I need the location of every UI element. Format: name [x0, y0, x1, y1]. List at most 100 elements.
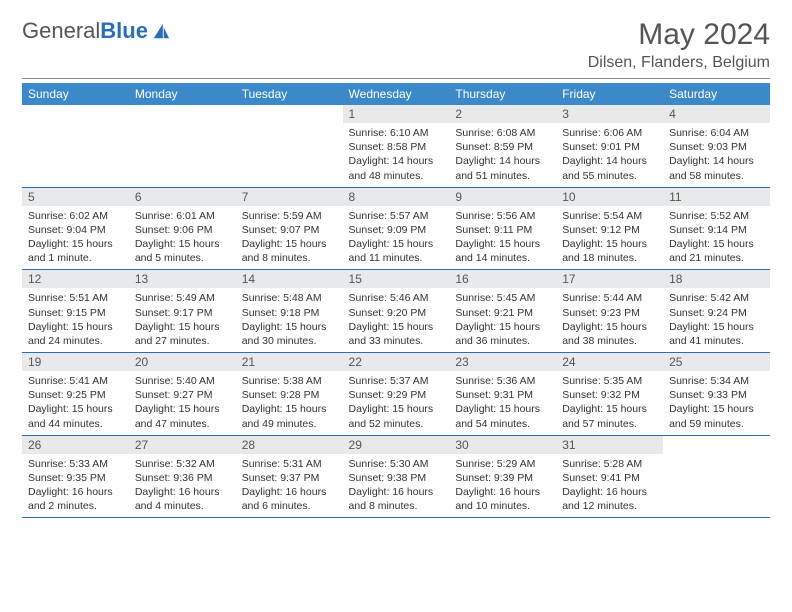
day-details: Sunrise: 6:10 AMSunset: 8:58 PMDaylight:… [343, 123, 450, 187]
weekday-header: Saturday [663, 83, 770, 105]
day-cell-body: Sunrise: 5:51 AMSunset: 9:15 PMDaylight:… [22, 288, 129, 352]
day-number: 17 [556, 270, 663, 288]
day-cell-body: Sunrise: 5:31 AMSunset: 9:37 PMDaylight:… [236, 454, 343, 518]
day-cell-num: 30 [449, 435, 556, 454]
day-cell-num: 1 [343, 105, 450, 123]
day-cell-num: 22 [343, 353, 450, 372]
day-cell-body [22, 123, 129, 187]
weekday-header: Thursday [449, 83, 556, 105]
day-cell-num: 23 [449, 353, 556, 372]
day-details: Sunrise: 6:06 AMSunset: 9:01 PMDaylight:… [556, 123, 663, 187]
calendar-table: SundayMondayTuesdayWednesdayThursdayFrid… [22, 83, 770, 518]
day-details: Sunrise: 6:04 AMSunset: 9:03 PMDaylight:… [663, 123, 770, 187]
daybody-row: Sunrise: 5:51 AMSunset: 9:15 PMDaylight:… [22, 288, 770, 352]
day-number: 12 [22, 270, 129, 288]
day-cell-body: Sunrise: 5:40 AMSunset: 9:27 PMDaylight:… [129, 371, 236, 435]
day-details: Sunrise: 5:28 AMSunset: 9:41 PMDaylight:… [556, 454, 663, 518]
day-details: Sunrise: 5:33 AMSunset: 9:35 PMDaylight:… [22, 454, 129, 518]
day-details: Sunrise: 5:56 AMSunset: 9:11 PMDaylight:… [449, 206, 556, 270]
day-cell-num: 28 [236, 435, 343, 454]
day-cell-body: Sunrise: 6:06 AMSunset: 9:01 PMDaylight:… [556, 123, 663, 187]
day-details: Sunrise: 5:57 AMSunset: 9:09 PMDaylight:… [343, 206, 450, 270]
day-cell-body [663, 454, 770, 518]
day-cell-body: Sunrise: 6:08 AMSunset: 8:59 PMDaylight:… [449, 123, 556, 187]
daynum-row: 567891011 [22, 187, 770, 206]
day-number: 26 [22, 436, 129, 454]
day-number: 28 [236, 436, 343, 454]
day-cell-num: 18 [663, 270, 770, 289]
day-cell-num: 25 [663, 353, 770, 372]
day-details: Sunrise: 5:44 AMSunset: 9:23 PMDaylight:… [556, 288, 663, 352]
logo-sail-icon [152, 22, 170, 40]
day-cell-num [236, 105, 343, 123]
logo-word1: General [22, 18, 100, 43]
day-number: 1 [343, 105, 450, 123]
day-cell-body [236, 123, 343, 187]
weekday-header: Sunday [22, 83, 129, 105]
day-details: Sunrise: 6:01 AMSunset: 9:06 PMDaylight:… [129, 206, 236, 270]
day-number: 6 [129, 188, 236, 206]
day-details: Sunrise: 6:02 AMSunset: 9:04 PMDaylight:… [22, 206, 129, 270]
day-cell-num: 8 [343, 187, 450, 206]
day-cell-body: Sunrise: 5:37 AMSunset: 9:29 PMDaylight:… [343, 371, 450, 435]
day-details: Sunrise: 5:34 AMSunset: 9:33 PMDaylight:… [663, 371, 770, 435]
day-details: Sunrise: 5:30 AMSunset: 9:38 PMDaylight:… [343, 454, 450, 518]
day-number: 16 [449, 270, 556, 288]
day-details: Sunrise: 5:46 AMSunset: 9:20 PMDaylight:… [343, 288, 450, 352]
day-cell-num: 6 [129, 187, 236, 206]
day-cell-body: Sunrise: 5:30 AMSunset: 9:38 PMDaylight:… [343, 454, 450, 518]
day-number: 20 [129, 353, 236, 371]
day-cell-num: 10 [556, 187, 663, 206]
day-cell-num: 12 [22, 270, 129, 289]
day-details: Sunrise: 5:49 AMSunset: 9:17 PMDaylight:… [129, 288, 236, 352]
weekday-header: Tuesday [236, 83, 343, 105]
day-cell-num: 5 [22, 187, 129, 206]
day-cell-num: 31 [556, 435, 663, 454]
daybody-row: Sunrise: 6:10 AMSunset: 8:58 PMDaylight:… [22, 123, 770, 187]
day-number: 8 [343, 188, 450, 206]
day-cell-body: Sunrise: 5:44 AMSunset: 9:23 PMDaylight:… [556, 288, 663, 352]
day-cell-body: Sunrise: 5:28 AMSunset: 9:41 PMDaylight:… [556, 454, 663, 518]
day-details: Sunrise: 5:37 AMSunset: 9:29 PMDaylight:… [343, 371, 450, 435]
day-number: 21 [236, 353, 343, 371]
day-number: 9 [449, 188, 556, 206]
day-number: 2 [449, 105, 556, 123]
logo: GeneralBlue [22, 18, 170, 44]
day-number: 29 [343, 436, 450, 454]
day-cell-num: 14 [236, 270, 343, 289]
day-number: 24 [556, 353, 663, 371]
day-cell-num: 3 [556, 105, 663, 123]
day-cell-body: Sunrise: 5:41 AMSunset: 9:25 PMDaylight:… [22, 371, 129, 435]
day-cell-body: Sunrise: 5:56 AMSunset: 9:11 PMDaylight:… [449, 206, 556, 270]
weekday-header: Wednesday [343, 83, 450, 105]
day-details: Sunrise: 6:08 AMSunset: 8:59 PMDaylight:… [449, 123, 556, 187]
day-cell-num: 2 [449, 105, 556, 123]
day-cell-num: 17 [556, 270, 663, 289]
day-details: Sunrise: 5:59 AMSunset: 9:07 PMDaylight:… [236, 206, 343, 270]
day-cell-body: Sunrise: 6:10 AMSunset: 8:58 PMDaylight:… [343, 123, 450, 187]
day-cell-body: Sunrise: 5:49 AMSunset: 9:17 PMDaylight:… [129, 288, 236, 352]
day-cell-body: Sunrise: 5:52 AMSunset: 9:14 PMDaylight:… [663, 206, 770, 270]
daynum-row: 1234 [22, 105, 770, 123]
day-number: 3 [556, 105, 663, 123]
day-number: 7 [236, 188, 343, 206]
day-cell-num: 11 [663, 187, 770, 206]
day-cell-num: 4 [663, 105, 770, 123]
day-number: 13 [129, 270, 236, 288]
day-number: 31 [556, 436, 663, 454]
daynum-row: 19202122232425 [22, 353, 770, 372]
day-number: 25 [663, 353, 770, 371]
day-cell-body: Sunrise: 5:42 AMSunset: 9:24 PMDaylight:… [663, 288, 770, 352]
day-cell-body: Sunrise: 5:54 AMSunset: 9:12 PMDaylight:… [556, 206, 663, 270]
day-cell-num: 9 [449, 187, 556, 206]
day-cell-num: 13 [129, 270, 236, 289]
day-cell-body: Sunrise: 5:29 AMSunset: 9:39 PMDaylight:… [449, 454, 556, 518]
weekday-header-row: SundayMondayTuesdayWednesdayThursdayFrid… [22, 83, 770, 105]
daybody-row: Sunrise: 6:02 AMSunset: 9:04 PMDaylight:… [22, 206, 770, 270]
day-number: 15 [343, 270, 450, 288]
day-number: 4 [663, 105, 770, 123]
day-cell-body: Sunrise: 5:59 AMSunset: 9:07 PMDaylight:… [236, 206, 343, 270]
day-details: Sunrise: 5:29 AMSunset: 9:39 PMDaylight:… [449, 454, 556, 518]
day-details: Sunrise: 5:32 AMSunset: 9:36 PMDaylight:… [129, 454, 236, 518]
day-cell-body [129, 123, 236, 187]
